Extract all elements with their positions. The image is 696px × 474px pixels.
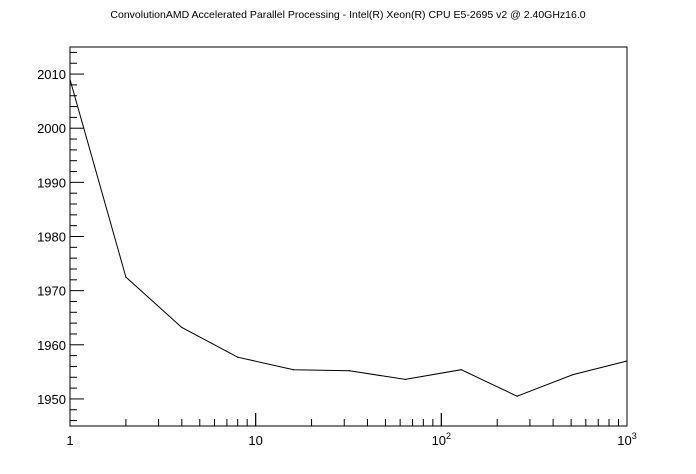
axis-ticks [69,51,628,426]
y-tick-label: 1970 [37,284,66,299]
chart-title: ConvolutionAMD Accelerated Parallel Proc… [110,9,586,21]
data-point [626,360,628,362]
x-tick-label: 10 [248,433,262,448]
series-line-0 [69,79,628,397]
data-point [125,276,127,278]
y-tick-label: 2000 [37,121,66,136]
y-tick-label: 1960 [37,338,66,353]
tick-labels: 1950 1960 1970 1980 1990 2000 2010 1 10 102 103 [37,67,637,448]
data-point [404,378,406,381]
data-point [516,395,518,397]
y-tick-label: 1980 [37,230,66,245]
data-point [572,373,574,376]
data-point [237,356,239,358]
plot-frame [69,46,628,427]
y-tick-label: 1990 [37,175,66,190]
data-point [460,369,462,371]
x-tick-label: 102 [432,431,451,448]
data-point [181,326,183,329]
data-point [69,78,71,81]
y-tick-label: 2010 [37,67,66,82]
series-layer [69,78,628,397]
y-tick-label: 1950 [37,392,66,407]
plot-area-border [69,46,628,427]
data-point [292,369,295,371]
x-tick-label: 1 [66,433,73,448]
x-tick-label: 103 [617,431,636,448]
data-point [348,370,351,372]
